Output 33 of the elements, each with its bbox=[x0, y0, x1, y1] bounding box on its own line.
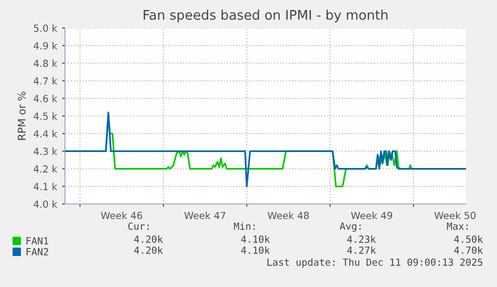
x-tick-label: Week 49 bbox=[351, 212, 392, 220]
text: 4.10k bbox=[241, 235, 270, 243]
y-tick-label: 5.0 k bbox=[34, 24, 58, 32]
x-tick-label: Week 50 bbox=[434, 212, 476, 220]
x-tick-label: Week 46 bbox=[100, 212, 142, 220]
y-tick-label: 4.9 k bbox=[34, 42, 58, 50]
chart-title: Fan speeds based on IPMI - by month bbox=[144, 10, 388, 22]
y-axis-title: RPM or % bbox=[18, 92, 26, 140]
y-tick-label: 4.7 k bbox=[34, 77, 58, 84]
y-tick-label: 4.6 k bbox=[34, 94, 58, 102]
text: 4.27k bbox=[347, 246, 376, 254]
text: Min: bbox=[234, 222, 255, 230]
text: 4.10k bbox=[241, 246, 270, 254]
text: Last update: Thu Dec 11 09:00:13 2025 bbox=[267, 258, 482, 268]
text: 4.70k bbox=[454, 246, 483, 254]
text: 4.20k bbox=[134, 235, 163, 243]
text: Max: bbox=[446, 222, 468, 230]
x-tick-label: Week 48 bbox=[268, 212, 309, 220]
y-tick-label: 4.4 k bbox=[34, 130, 58, 138]
text: 4.20k bbox=[134, 246, 163, 254]
text: 4.50k bbox=[454, 235, 483, 243]
y-tick-label: 4.8 k bbox=[34, 60, 58, 68]
x-tick-label: Week 47 bbox=[184, 212, 226, 220]
y-tick-label: 4.2 k bbox=[34, 165, 58, 172]
text: 4.23k bbox=[347, 235, 376, 243]
legend-label: FAN2 bbox=[26, 248, 48, 256]
y-tick-label: 4.0 k bbox=[34, 200, 58, 208]
text: Cur: bbox=[128, 222, 149, 230]
y-tick-label: 4.1 k bbox=[34, 182, 58, 190]
y-tick-label: 4.5 k bbox=[34, 112, 58, 120]
y-tick-label: 4.3 k bbox=[34, 148, 58, 156]
legend-label: FAN1 bbox=[26, 237, 48, 244]
text: Avg: bbox=[340, 222, 361, 232]
